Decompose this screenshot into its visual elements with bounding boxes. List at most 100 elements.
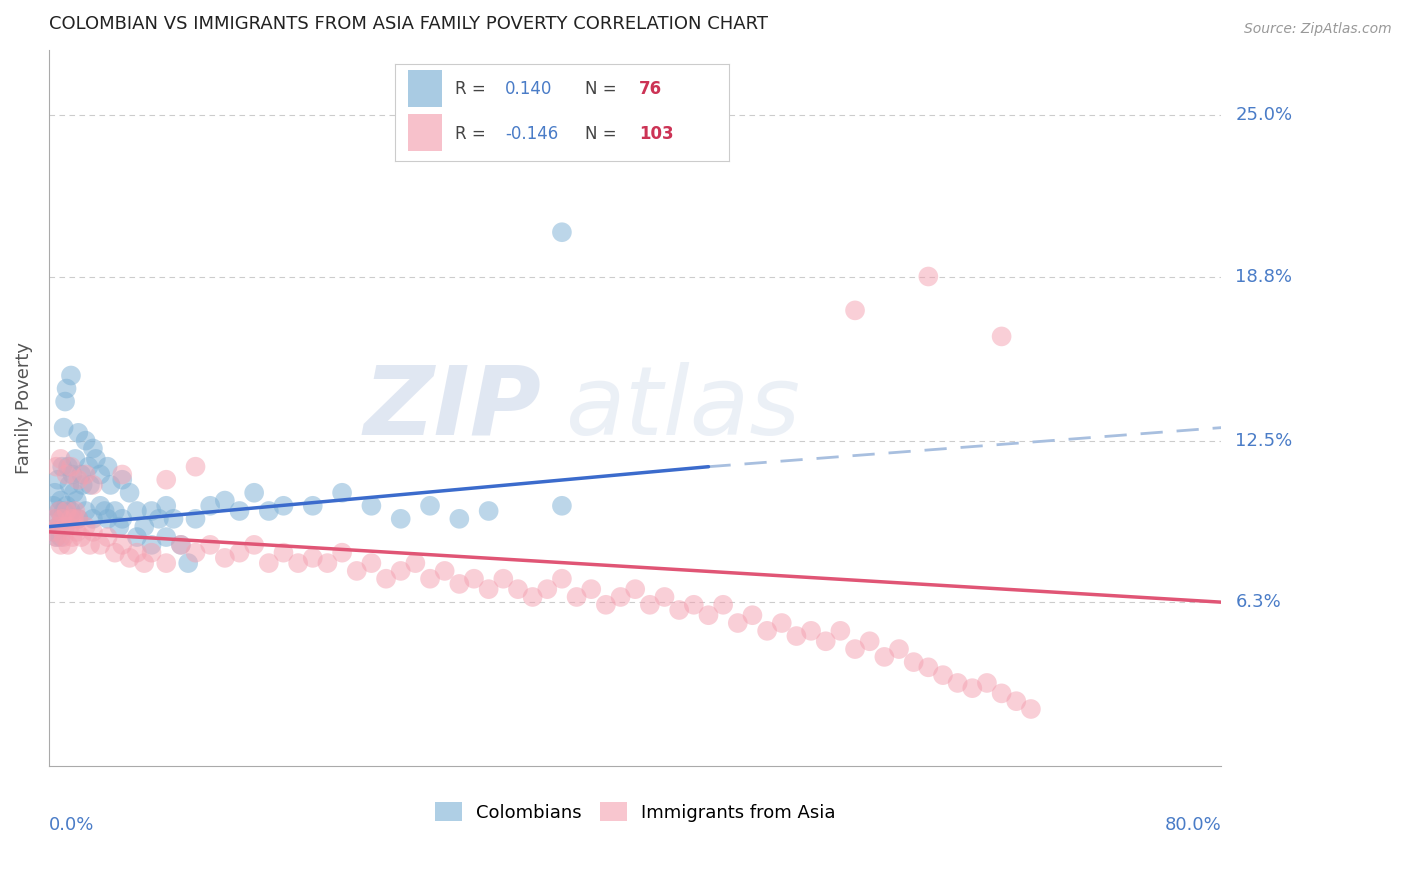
Point [463, 572, 485, 586]
Point [506, 582, 529, 596]
Point [741, 608, 763, 623]
Point [56, 538, 79, 552]
Point [48, 504, 70, 518]
Point [55, 382, 77, 396]
Point [800, 624, 823, 638]
Point [668, 603, 690, 617]
Point [52, 420, 75, 434]
Point [170, 538, 193, 552]
Point [624, 582, 647, 596]
Point [97, 512, 120, 526]
Point [814, 634, 837, 648]
Point [45, 459, 67, 474]
Point [49, 493, 72, 508]
Point [55, 499, 77, 513]
Point [97, 459, 120, 474]
Point [1019, 702, 1042, 716]
Point [118, 550, 141, 565]
Point [330, 546, 353, 560]
Point [118, 485, 141, 500]
Point [228, 546, 250, 560]
Point [214, 550, 236, 565]
Point [492, 572, 515, 586]
Point [301, 550, 323, 565]
Point [79, 478, 101, 492]
Point [638, 598, 661, 612]
Point [198, 538, 221, 552]
Point [433, 564, 456, 578]
Point [141, 538, 163, 552]
Point [654, 590, 676, 604]
Point [62, 467, 84, 482]
Point [346, 564, 368, 578]
Point [287, 556, 309, 570]
Point [257, 556, 280, 570]
Point [134, 519, 156, 533]
Text: 25.0%: 25.0% [1236, 106, 1292, 124]
Point [976, 676, 998, 690]
Point [93, 504, 115, 518]
Point [903, 655, 925, 669]
Text: Source: ZipAtlas.com: Source: ZipAtlas.com [1244, 22, 1392, 37]
Point [155, 530, 177, 544]
Point [360, 499, 382, 513]
Point [63, 485, 86, 500]
Point [125, 530, 148, 544]
Point [389, 512, 412, 526]
Point [859, 634, 882, 648]
Point [75, 504, 97, 518]
Point [70, 467, 93, 482]
Point [53, 394, 76, 409]
Point [917, 269, 939, 284]
Point [155, 499, 177, 513]
Point [990, 329, 1012, 343]
Point [917, 660, 939, 674]
Point [66, 493, 89, 508]
Point [932, 668, 955, 682]
Point [184, 459, 207, 474]
Point [111, 512, 134, 526]
Point [273, 546, 295, 560]
Point [155, 556, 177, 570]
Point [82, 512, 104, 526]
Point [177, 556, 200, 570]
Point [478, 504, 501, 518]
Point [51, 512, 73, 526]
Point [42, 499, 65, 513]
Point [100, 478, 122, 492]
Point [844, 303, 866, 318]
Point [360, 556, 382, 570]
Point [67, 512, 90, 526]
Text: COLOMBIAN VS IMMIGRANTS FROM ASIA FAMILY POVERTY CORRELATION CHART: COLOMBIAN VS IMMIGRANTS FROM ASIA FAMILY… [49, 15, 768, 33]
Point [44, 512, 66, 526]
Point [49, 451, 72, 466]
Point [125, 504, 148, 518]
Point [66, 524, 89, 539]
Point [45, 530, 67, 544]
Point [77, 459, 100, 474]
Point [551, 225, 574, 239]
Text: 18.8%: 18.8% [1236, 268, 1292, 285]
Point [56, 459, 79, 474]
Point [727, 615, 749, 630]
Point [756, 624, 779, 638]
Point [89, 467, 111, 482]
Point [75, 519, 97, 533]
Point [214, 493, 236, 508]
Text: atlas: atlas [565, 361, 800, 455]
Point [273, 499, 295, 513]
Point [946, 676, 969, 690]
Point [785, 629, 807, 643]
Point [243, 538, 266, 552]
Point [595, 598, 617, 612]
Point [682, 598, 704, 612]
Point [770, 615, 793, 630]
Point [419, 572, 441, 586]
Point [58, 512, 80, 526]
Point [125, 546, 148, 560]
Point [111, 467, 134, 482]
Point [75, 434, 97, 448]
Text: 0.0%: 0.0% [49, 816, 94, 835]
Point [111, 538, 134, 552]
Point [58, 519, 80, 533]
